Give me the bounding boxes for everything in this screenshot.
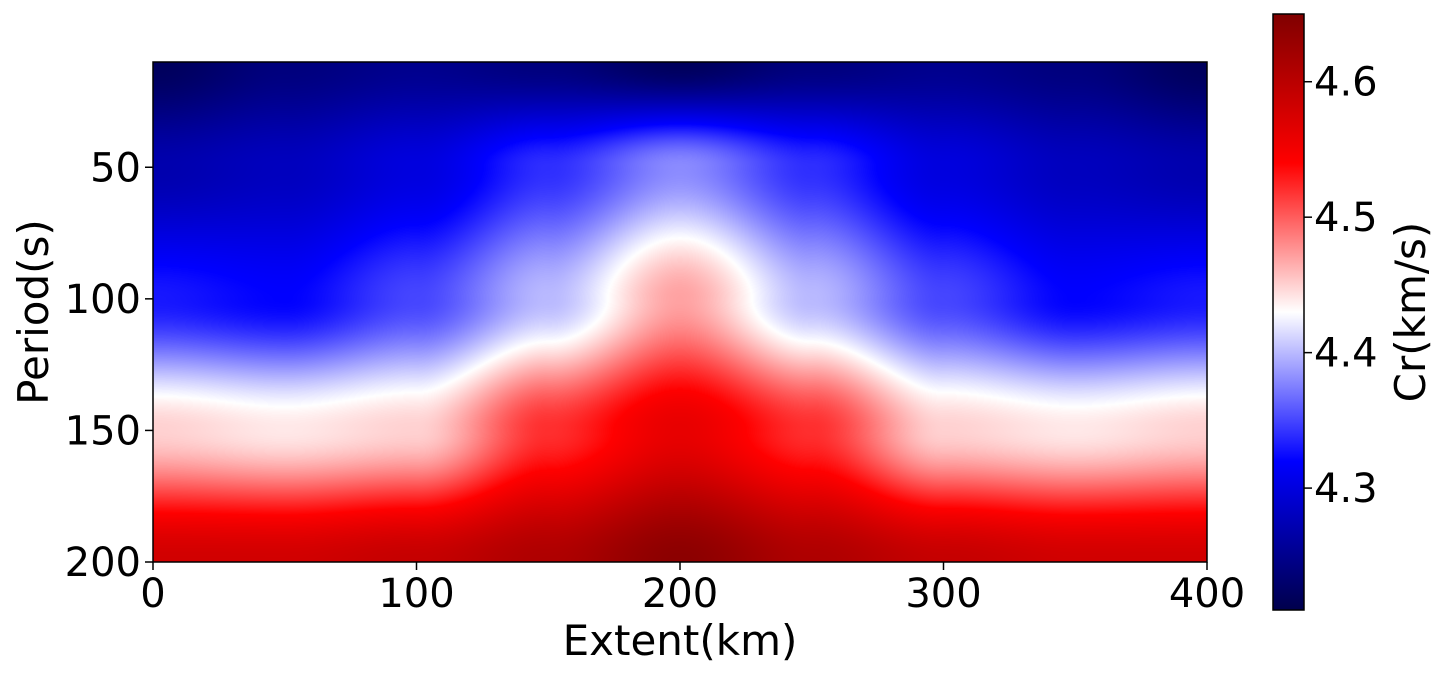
y-tick-label: 100 [65,277,141,323]
colorbar-ticks: 4.3 4.4 4.5 4.6 [1304,60,1378,512]
heatmap-image [153,62,1207,562]
x-axis: 0 100 200 300 400 [140,562,1245,617]
x-tick-label: 100 [378,571,454,617]
y-tick-label: 150 [65,408,141,454]
colorbar-frame [1272,13,1305,611]
colorbar-gradient [1273,14,1304,610]
x-tick-label: 400 [1169,571,1245,617]
colorbar: 4.3 4.4 4.5 4.6 Cr(km/s) [1272,13,1435,611]
y-axis-label: Period(s) [9,219,58,405]
colorbar-label: Cr(km/s) [1386,222,1435,403]
x-axis-label: Extent(km) [563,616,798,665]
plot-area [152,61,1208,563]
x-tick-label: 300 [905,571,981,617]
x-tick-label: 0 [140,571,165,617]
y-tick-label: 50 [90,145,141,191]
heatmap-image-container [153,62,1207,562]
y-tick-label: 200 [65,540,141,586]
x-tick-label: 200 [642,571,718,617]
y-axis: 50 100 150 200 [65,145,153,586]
colorbar-tick-label: 4.6 [1314,60,1378,106]
colorbar-tick-label: 4.5 [1314,195,1378,241]
colorbar-tick-label: 4.3 [1314,466,1378,512]
colorbar-tick-label: 4.4 [1314,331,1378,377]
